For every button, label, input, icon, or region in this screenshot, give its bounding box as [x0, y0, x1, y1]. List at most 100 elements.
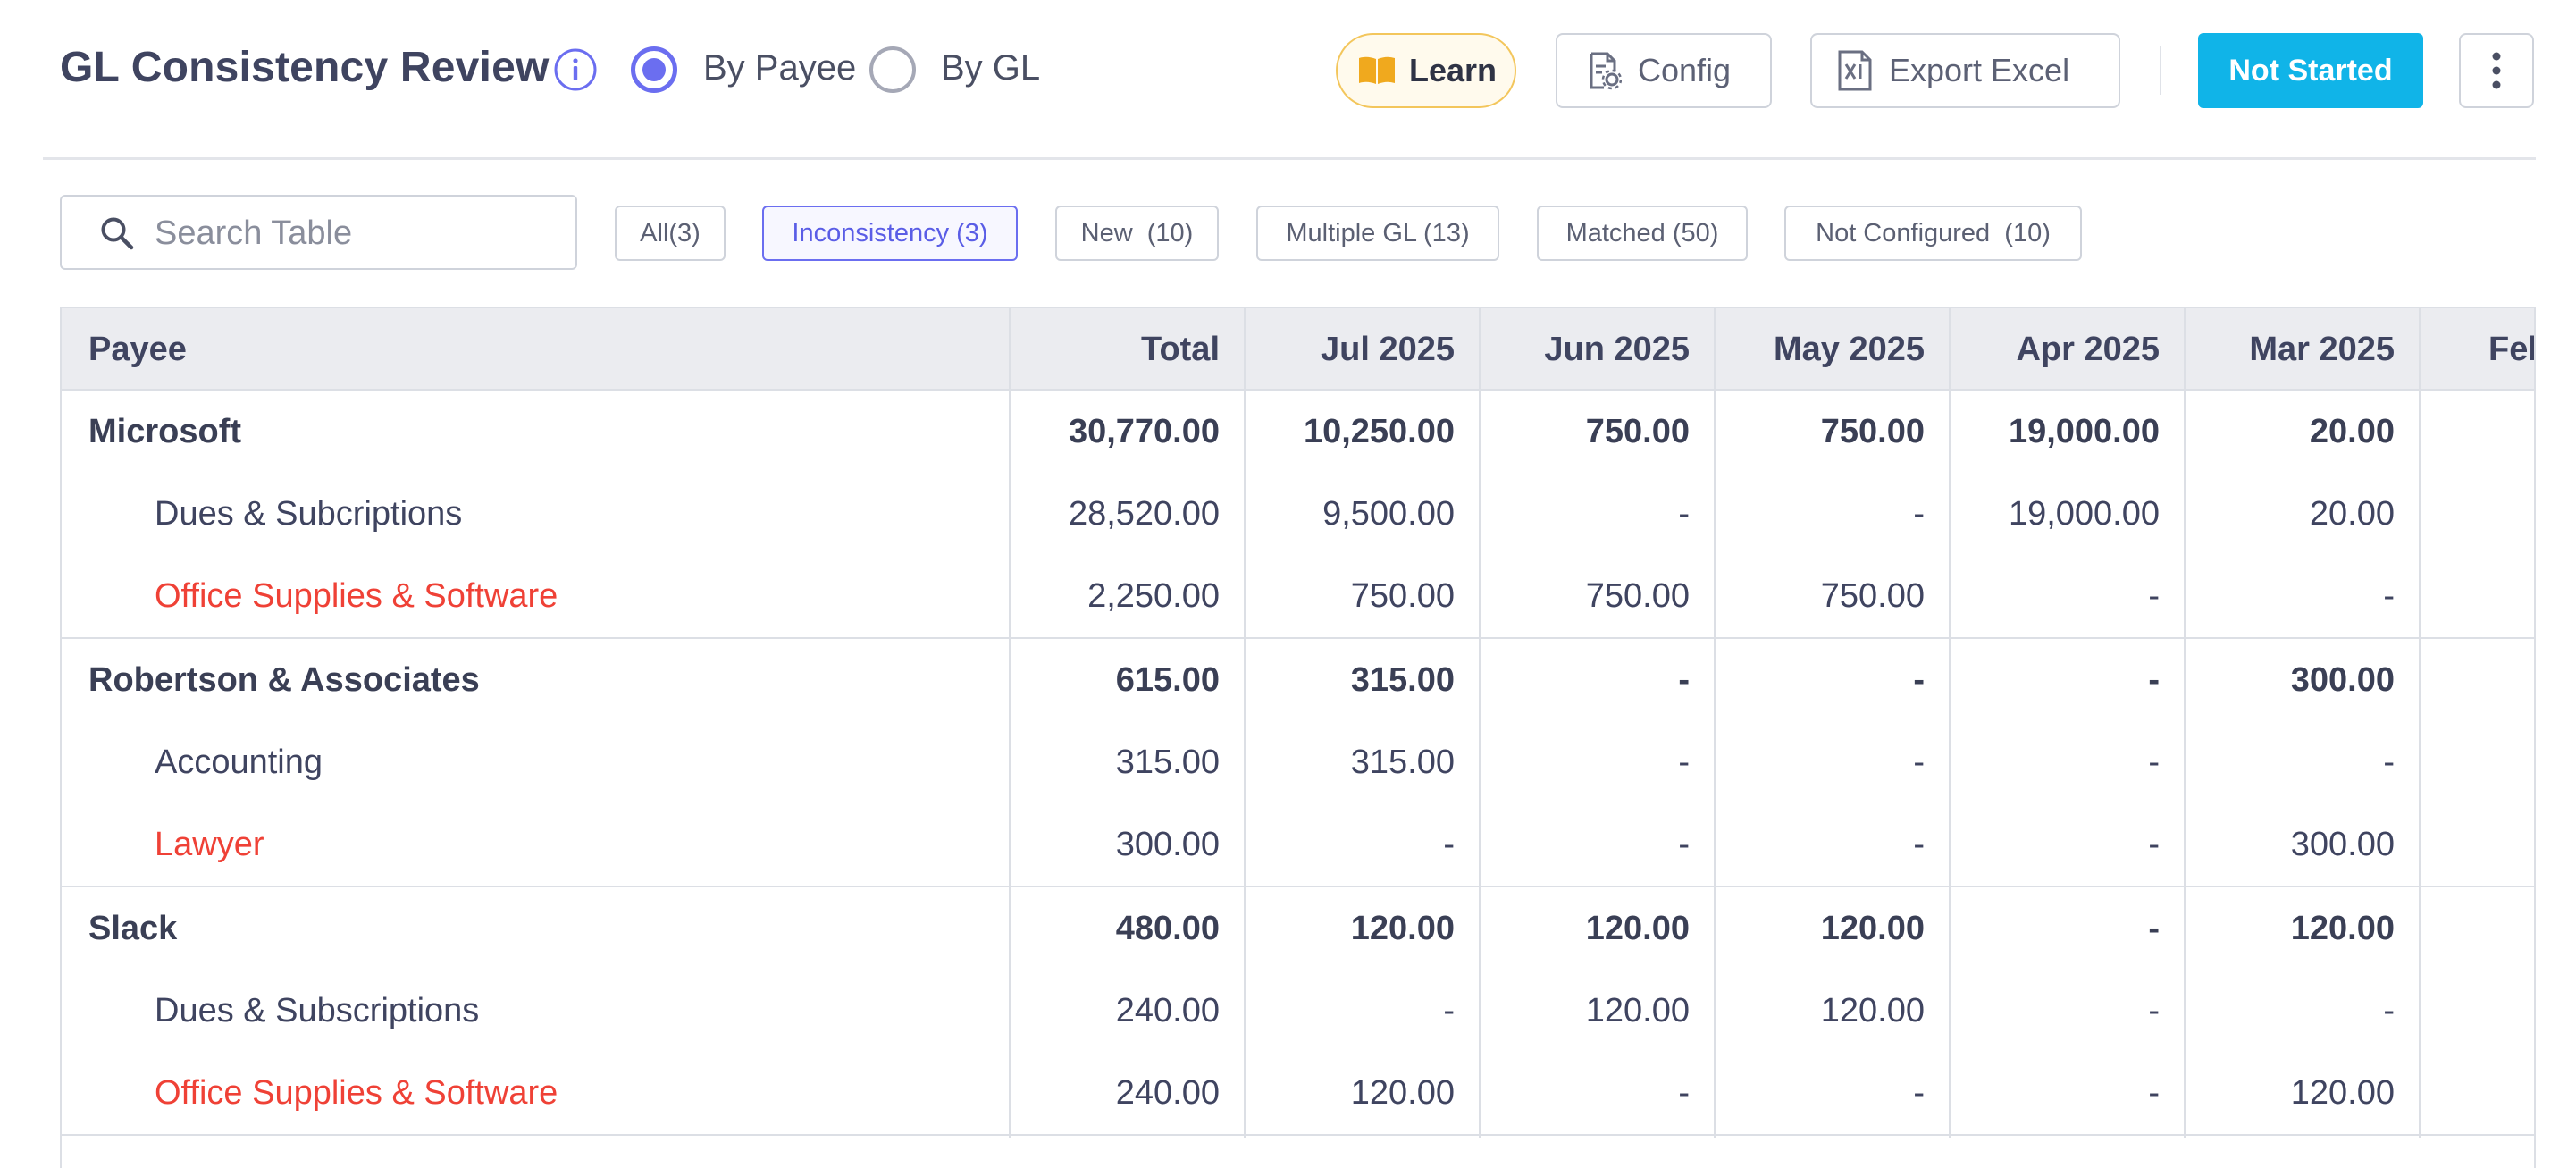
filter-chip-not-configured[interactable]: Not Configured (10) [1784, 206, 2082, 261]
table-row[interactable]: Dues & Subcriptions 28,520.00 9,500.00 -… [62, 473, 2534, 555]
radio-by-payee-label[interactable]: By Payee [703, 48, 857, 88]
status-button[interactable]: Not Started [2198, 33, 2423, 108]
cell-mar-2025: 120.00 [2290, 1073, 2395, 1112]
gl-account-name: Accounting [155, 743, 323, 781]
cell-mar-2025: 300.00 [2290, 660, 2395, 699]
cell-total: 615.00 [1115, 660, 1220, 699]
table-row[interactable]: Accounting 315.00 315.00 - - - - [62, 721, 2534, 803]
cell-may-2025: - [1913, 494, 1925, 533]
filter-chip-multiple-gl[interactable]: Multiple GL (13) [1256, 206, 1499, 261]
cell-apr-2025: 19,000.00 [2008, 412, 2160, 450]
cell-jul-2025: 120.00 [1350, 1073, 1455, 1112]
filter-chip-new[interactable]: New (10) [1055, 206, 1219, 261]
cell-apr-2025: - [2148, 1073, 2160, 1112]
config-button[interactable]: Config [1556, 33, 1772, 108]
cell-apr-2025: - [2148, 576, 2160, 615]
cell-mar-2025: - [2383, 991, 2395, 1029]
column-header-jul-2025[interactable]: Jul 2025 [1321, 330, 1455, 368]
cell-jun-2025: - [1678, 494, 1690, 533]
gl-account-name-flagged: Lawyer [155, 825, 264, 863]
gl-account-name: Dues & Subscriptions [155, 991, 480, 1029]
column-divider [1009, 307, 1011, 1138]
column-header-payee[interactable]: Payee [88, 330, 187, 368]
table-row[interactable]: Microsoft 30,770.00 10,250.00 750.00 750… [62, 391, 2534, 473]
cell-mar-2025: - [2383, 743, 2395, 781]
table-row[interactable]: Slack 480.00 120.00 120.00 120.00 - 120.… [62, 887, 2534, 970]
column-divider [1479, 307, 1481, 1138]
cell-total: 28,520.00 [1068, 494, 1220, 533]
config-button-label: Config [1638, 52, 1732, 88]
cell-jul-2025: 315.00 [1350, 660, 1455, 699]
cell-mar-2025: 20.00 [2309, 412, 2395, 450]
cell-jun-2025: - [1678, 825, 1690, 863]
page-header: GL Consistency Review By Payee By GL Lea… [0, 0, 2576, 159]
column-header-jun-2025[interactable]: Jun 2025 [1544, 330, 1690, 368]
table-row[interactable]: Dues & Subscriptions 240.00 - 120.00 120… [62, 970, 2534, 1052]
page-title: GL Consistency Review [60, 44, 550, 91]
cell-jun-2025: 750.00 [1585, 412, 1690, 450]
column-divider [2419, 307, 2421, 1138]
export-excel-button[interactable]: Export Excel [1810, 33, 2120, 108]
cell-jun-2025: - [1678, 743, 1690, 781]
table-row[interactable]: Office Supplies & Software 240.00 120.00… [62, 1052, 2534, 1134]
table-row[interactable]: Lawyer 300.00 - - - - 300.00 [62, 803, 2534, 886]
payee-name: Slack [88, 909, 178, 947]
cell-total: 315.00 [1115, 743, 1220, 781]
column-divider [2184, 307, 2186, 1138]
table-row[interactable]: Robertson & Associates 615.00 315.00 - -… [62, 639, 2534, 721]
info-icon[interactable] [553, 47, 598, 92]
cell-total: 2,250.00 [1087, 576, 1220, 615]
header-divider [43, 157, 2536, 160]
more-vertical-icon [2492, 52, 2501, 89]
table-row[interactable]: Office Supplies & Software 2,250.00 750.… [62, 555, 2534, 637]
payee-name: Robertson & Associates [88, 660, 480, 699]
search-icon [101, 217, 134, 250]
gl-account-name: Dues & Subcriptions [155, 494, 463, 533]
column-header-total[interactable]: Total [1141, 330, 1220, 368]
payee-group: Microsoft 30,770.00 10,250.00 750.00 750… [62, 391, 2534, 639]
cell-may-2025: 120.00 [1820, 909, 1925, 947]
radio-by-payee[interactable] [631, 46, 677, 93]
radio-by-gl-label[interactable]: By GL [941, 48, 1041, 88]
column-divider [1949, 307, 1951, 1138]
filter-chip-inconsistency[interactable]: Inconsistency (3) [762, 206, 1018, 261]
column-header-feb-2025[interactable]: Feb 2025 [2488, 330, 2534, 368]
column-header-apr-2025[interactable]: Apr 2025 [2016, 330, 2160, 368]
cell-apr-2025: - [2148, 660, 2160, 699]
cell-jul-2025: 120.00 [1350, 909, 1455, 947]
learn-button[interactable]: Learn [1336, 33, 1516, 108]
cell-total: 30,770.00 [1068, 412, 1220, 450]
more-options-button[interactable] [2459, 33, 2534, 108]
cell-apr-2025: 19,000.00 [2008, 494, 2160, 533]
search-input[interactable] [155, 209, 557, 257]
column-header-mar-2025[interactable]: Mar 2025 [2249, 330, 2395, 368]
gl-account-name-flagged: Office Supplies & Software [155, 576, 558, 615]
payee-gl-table: Payee Total Jul 2025 Jun 2025 May 2025 A… [60, 307, 2536, 1168]
cell-mar-2025: - [2383, 576, 2395, 615]
cell-jun-2025: - [1678, 1073, 1690, 1112]
search-box[interactable] [60, 195, 577, 270]
cell-apr-2025: - [2148, 909, 2160, 947]
column-divider [1714, 307, 1716, 1138]
export-excel-label: Export Excel [1889, 52, 2070, 88]
cell-mar-2025: 120.00 [2290, 909, 2395, 947]
config-document-icon [1590, 52, 1622, 90]
cell-total: 300.00 [1115, 825, 1220, 863]
payee-group: Slack 480.00 120.00 120.00 120.00 - 120.… [62, 887, 2534, 1136]
filter-chip-all[interactable]: All(3) [615, 206, 726, 261]
cell-total: 240.00 [1115, 1073, 1220, 1112]
column-divider [1244, 307, 1246, 1138]
cell-jul-2025: - [1443, 991, 1455, 1029]
radio-by-gl[interactable] [869, 46, 916, 93]
cell-jul-2025: - [1443, 825, 1455, 863]
cell-apr-2025: - [2148, 825, 2160, 863]
table-header: Payee Total Jul 2025 Jun 2025 May 2025 A… [62, 307, 2534, 391]
payee-name: Microsoft [88, 412, 241, 450]
cell-jul-2025: 315.00 [1350, 743, 1455, 781]
cell-apr-2025: - [2148, 991, 2160, 1029]
cell-may-2025: - [1913, 743, 1925, 781]
toolbar-divider [2160, 46, 2161, 95]
cell-may-2025: 120.00 [1820, 991, 1925, 1029]
filter-chip-matched[interactable]: Matched (50) [1537, 206, 1748, 261]
column-header-may-2025[interactable]: May 2025 [1773, 330, 1925, 368]
